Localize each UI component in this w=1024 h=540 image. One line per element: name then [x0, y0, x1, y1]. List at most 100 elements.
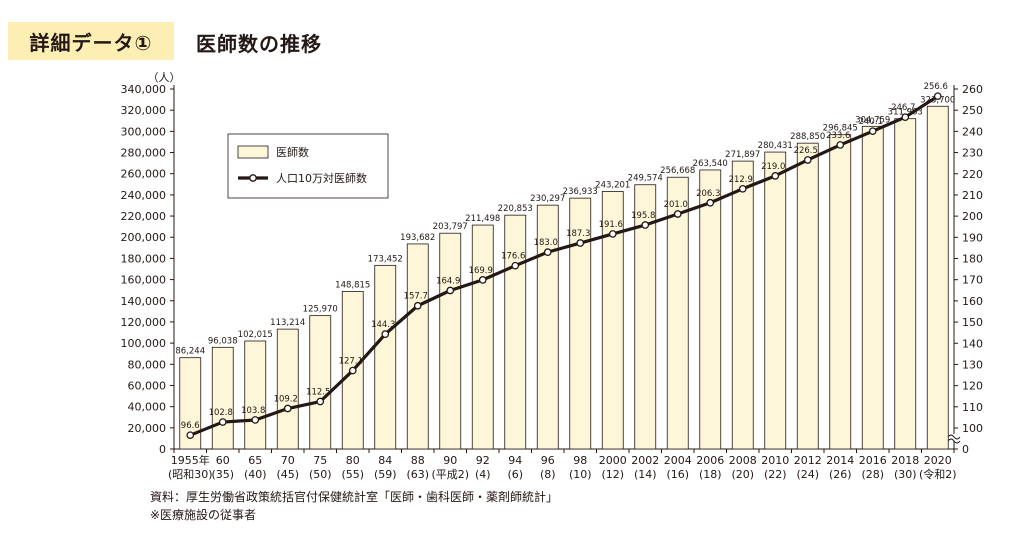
x-tick-label: 2018	[891, 454, 919, 467]
bar-value-label: 311,963	[888, 108, 923, 118]
x-tick-sublabel: (10)	[569, 468, 592, 481]
x-tick-sublabel: (55)	[341, 468, 364, 481]
x-tick-sublabel: (40)	[244, 468, 267, 481]
rate-point	[933, 92, 942, 101]
bar	[926, 105, 949, 450]
bar	[796, 142, 819, 450]
bar	[179, 357, 202, 450]
x-tick-sublabel: (6)	[507, 468, 523, 481]
bar-value-label: 243,201	[595, 180, 630, 190]
rate-point	[868, 127, 877, 136]
bar-value-label: 256,668	[660, 166, 695, 176]
right-tick-label: 130	[962, 358, 983, 371]
left-tick-label: 260,000	[121, 168, 167, 181]
legend-line-marker	[249, 174, 257, 182]
x-tick-label: 94	[508, 454, 522, 467]
left-tick-label: 120,000	[121, 316, 167, 329]
bar-value-label: 271,897	[725, 150, 760, 160]
bar-value-label: 203,797	[433, 222, 468, 232]
left-tick-label: 220,000	[121, 210, 167, 223]
rate-point	[803, 156, 812, 164]
left-tick-label: 0	[159, 443, 166, 456]
x-tick-sublabel: (63)	[406, 468, 429, 481]
section-badge: 詳細データ①	[8, 22, 174, 60]
right-tick-label: 190	[962, 231, 983, 244]
legend-line-label: 人口10万対医師数	[276, 171, 367, 185]
rate-series-line	[189, 94, 939, 437]
bar	[731, 160, 754, 450]
right-tick-label: 100	[962, 422, 983, 435]
rate-value-label: 127.1	[339, 357, 363, 367]
bar	[244, 340, 267, 450]
bar	[764, 151, 787, 450]
x-tick-sublabel: (28)	[861, 468, 884, 481]
x-tick-sublabel: (59)	[374, 468, 397, 481]
left-tick-label: 340,000	[121, 83, 167, 96]
bar-value-label: 220,853	[498, 204, 533, 214]
x-tick-label: 90	[443, 454, 457, 467]
rate-value-label: 164.9	[436, 276, 460, 286]
left-tick-label: 300,000	[121, 125, 167, 138]
right-tick-label: 260	[962, 83, 983, 96]
x-tick-label: 88	[411, 454, 425, 467]
x-tick-label: 2002	[631, 454, 659, 467]
x-tick-sublabel: (20)	[731, 468, 754, 481]
source-note: 資料：厚生労働省政策統括官付保健統計室「医師・歯科医師・薬剤師統計」 ※医療施設…	[150, 488, 558, 524]
bar	[699, 169, 722, 450]
x-tick-sublabel: (令和2)	[919, 467, 957, 481]
bar	[536, 204, 559, 450]
x-tick-label: 84	[378, 454, 392, 467]
x-tick-sublabel: (35)	[211, 468, 234, 481]
bar	[471, 224, 494, 450]
bar	[829, 134, 852, 450]
bar-value-label: 296,845	[823, 124, 858, 134]
bar	[504, 214, 527, 450]
rate-point	[413, 301, 422, 310]
rate-value-label: 176.6	[501, 252, 525, 262]
bar-value-label: 236,933	[563, 187, 598, 197]
right-zero-tick-label: 0	[962, 443, 969, 456]
left-tick-label: 100,000	[121, 337, 167, 350]
x-tick-label: 65	[248, 454, 262, 467]
right-tick-label: 150	[962, 316, 983, 329]
rate-point	[673, 210, 682, 218]
rate-value-label: 206.3	[696, 189, 720, 199]
x-tick-label: 75	[313, 454, 327, 467]
rate-value-label: 102.8	[209, 408, 233, 418]
right-tick-label: 220	[962, 168, 983, 181]
right-tick-label: 120	[962, 380, 983, 393]
bar	[666, 176, 689, 450]
x-tick-label: 96	[541, 454, 555, 467]
bar	[211, 346, 234, 450]
right-tick-label: 240	[962, 125, 983, 138]
rate-value-label: 219.0	[761, 162, 785, 172]
source-line: 資料：厚生労働省政策統括官付保健統計室「医師・歯科医師・薬剤師統計」	[150, 490, 559, 504]
rate-value-label: 191.6	[599, 220, 623, 230]
x-tick-sublabel: (22)	[764, 468, 787, 481]
rate-value-label: 233.6	[826, 131, 850, 141]
rate-point	[706, 198, 715, 207]
rate-value-label: 246.7	[891, 103, 915, 113]
x-tick-label: 2008	[729, 454, 757, 467]
bar-value-label: 280,431	[758, 141, 793, 151]
left-tick-label: 20,000	[128, 422, 167, 435]
footnote-line: ※医療施設の従事者	[150, 508, 257, 522]
rate-point	[446, 286, 455, 295]
right-tick-label: 230	[962, 147, 983, 160]
bar	[634, 184, 657, 450]
bar-value-label: 173,452	[368, 254, 403, 264]
x-tick-label: 60	[216, 454, 230, 467]
x-tick-sublabel: (18)	[699, 468, 722, 481]
x-tick-label: 80	[346, 454, 360, 467]
rate-value-label: 96.6	[181, 421, 200, 431]
rate-point	[543, 248, 552, 256]
bar	[276, 328, 299, 450]
rate-value-label: 187.3	[566, 229, 590, 239]
rate-point	[608, 230, 617, 238]
x-tick-label: 2012	[794, 454, 822, 467]
right-tick-label: 110	[962, 401, 983, 414]
bar-value-label: 193,682	[400, 233, 435, 243]
section-badge-label: 詳細データ①	[29, 30, 153, 55]
left-tick-label: 80,000	[128, 358, 167, 371]
